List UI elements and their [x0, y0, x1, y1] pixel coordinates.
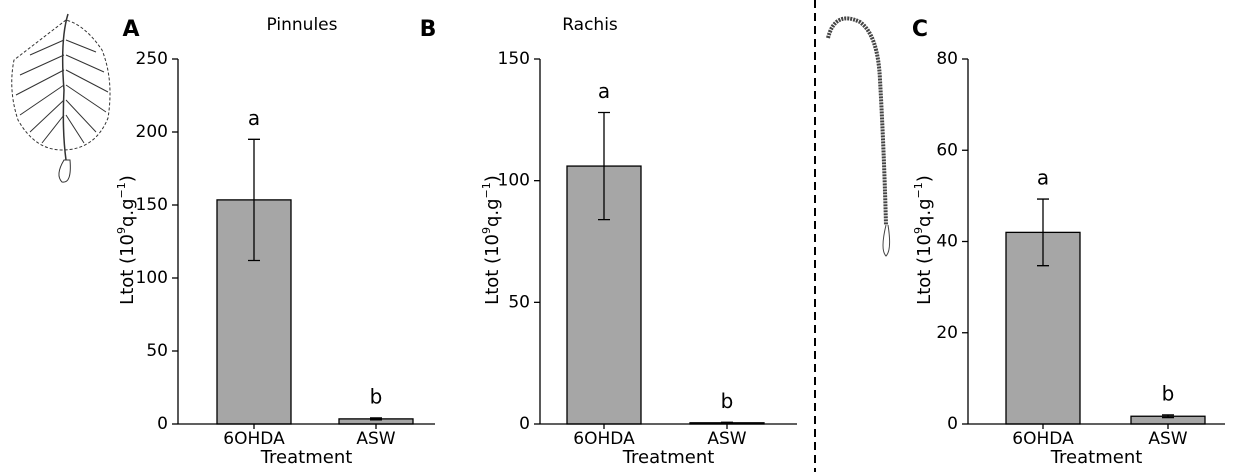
- x-tick-label: 6OHDA: [573, 429, 635, 449]
- panel-label: B: [420, 17, 437, 42]
- panel-title: Rachis: [562, 15, 618, 35]
- significance-letter: b: [1162, 381, 1175, 405]
- y-tick-label: 200: [136, 122, 168, 142]
- error-bar: [248, 138, 260, 262]
- y-tick-label: 60: [936, 140, 958, 160]
- y-axis-label-part: ): [482, 175, 503, 182]
- y-tick-label: 0: [519, 414, 530, 434]
- error-bar: [598, 111, 610, 221]
- y-axis-label-part: −1: [115, 182, 128, 198]
- y-axis-label-part: q.g: [482, 198, 503, 227]
- panel-label: A: [122, 17, 139, 42]
- y-axis-label: Ltot (109q.g−1): [912, 175, 936, 305]
- significance-letter: b: [370, 384, 383, 408]
- y-axis-label-part: −1: [912, 182, 925, 198]
- panel-label: C: [912, 17, 928, 42]
- error-bar: [370, 417, 382, 421]
- y-tick-label: 150: [136, 195, 168, 215]
- panel-title: Pinnules: [267, 15, 338, 35]
- y-axis-label-part: 9: [480, 227, 493, 234]
- y-tick-label: 0: [947, 414, 958, 434]
- error-bar: [721, 421, 733, 424]
- y-axis-label-part: Ltot (10: [482, 234, 503, 305]
- y-axis-label-part: Ltot (10: [914, 234, 935, 305]
- x-tick-label: ASW: [1148, 429, 1187, 449]
- y-axis-label-part: ): [914, 175, 935, 182]
- y-tick-label: 20: [936, 323, 958, 343]
- x-tick-label: 6OHDA: [1012, 429, 1074, 449]
- x-axis-label: Treatment: [622, 447, 715, 468]
- y-axis-label-part: −1: [480, 182, 493, 198]
- significance-letter: b: [721, 389, 734, 413]
- y-axis-label-part: ): [117, 175, 138, 182]
- y-tick-label: 100: [498, 171, 530, 191]
- significance-letter: a: [598, 79, 610, 103]
- y-axis-label-part: q.g: [117, 198, 138, 227]
- error-bar: [1037, 198, 1049, 267]
- x-tick-label: 6OHDA: [223, 429, 285, 449]
- significance-letter: a: [248, 106, 260, 130]
- y-axis-label: Ltot (109q.g−1): [480, 175, 504, 305]
- y-axis-label: Ltot (109q.g−1): [115, 175, 139, 305]
- y-tick-label: 250: [136, 49, 168, 69]
- y-tick-label: 0: [157, 414, 168, 434]
- y-axis-label-part: 9: [115, 227, 128, 234]
- x-tick-label: ASW: [356, 429, 395, 449]
- y-axis-label-part: Ltot (10: [117, 234, 138, 305]
- y-axis-label-part: 9: [912, 227, 925, 234]
- pinnule-illustration: [11, 13, 111, 183]
- y-axis-label-part: q.g: [914, 198, 935, 227]
- y-tick-label: 150: [498, 49, 530, 69]
- x-axis-label: Treatment: [1050, 447, 1143, 468]
- x-tick-label: ASW: [707, 429, 746, 449]
- y-tick-label: 40: [936, 232, 958, 252]
- error-bar: [1162, 414, 1174, 419]
- y-tick-label: 50: [146, 341, 168, 361]
- rachis-illustration: [826, 16, 891, 257]
- x-axis-label: Treatment: [260, 447, 353, 468]
- significance-letter: a: [1037, 166, 1049, 190]
- y-tick-label: 50: [508, 292, 530, 312]
- y-tick-label: 100: [136, 268, 168, 288]
- y-tick-label: 80: [936, 49, 958, 69]
